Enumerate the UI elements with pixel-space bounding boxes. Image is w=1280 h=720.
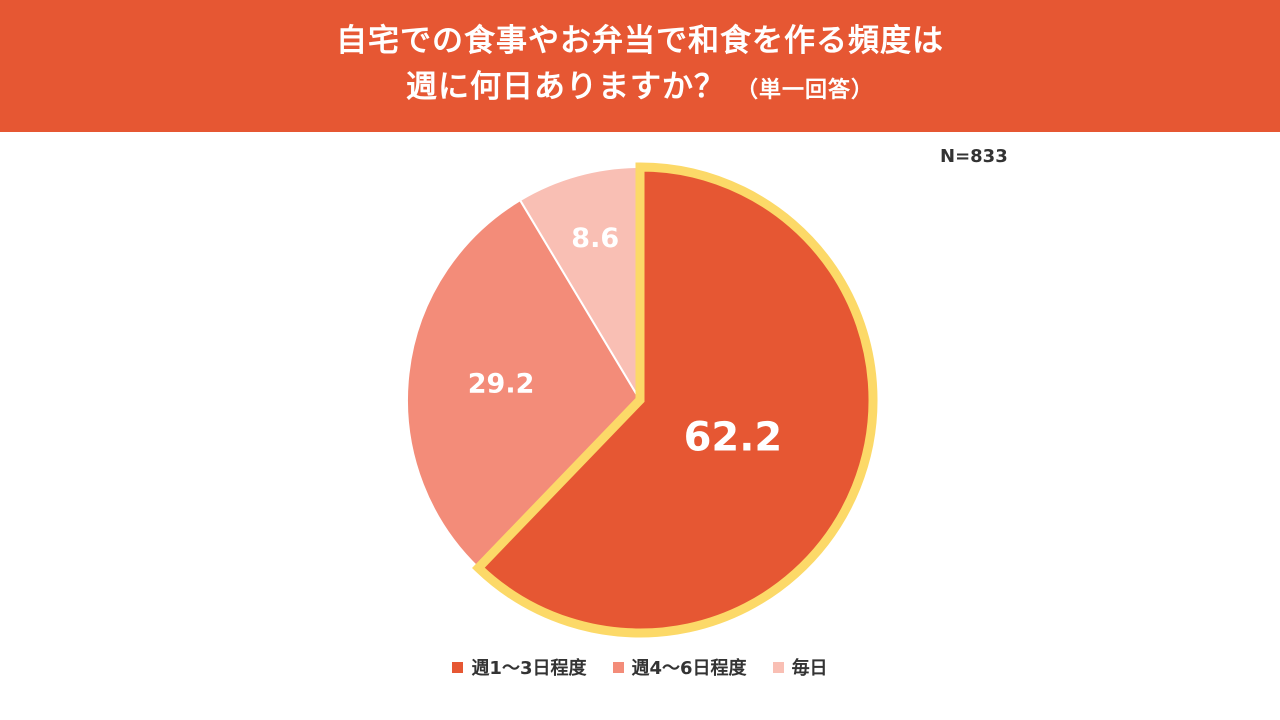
pie-chart: 62.2 29.2 8.6 — [406, 162, 878, 638]
legend-swatch-2 — [772, 661, 784, 673]
title-line-2: 週に何日ありますか？ （単一回答） — [406, 64, 874, 114]
slice-label-2: 8.6 — [571, 223, 619, 254]
slice-label-1: 29.2 — [468, 369, 535, 400]
legend-label-2: 毎日 — [791, 658, 828, 679]
pie-slice-1 — [406, 198, 642, 570]
slice-label-0: 62.2 — [684, 414, 783, 460]
legend: 週1～3日程度 週4～6日程度 毎日 — [0, 654, 1280, 680]
legend-swatch-0 — [452, 661, 464, 673]
title-banner: 自宅での食事やお弁当で和食を作る頻度は 週に何日ありますか？ （単一回答） — [0, 0, 1280, 132]
title-note: （単一回答） — [735, 78, 874, 103]
legend-item-2: 毎日 — [772, 654, 828, 680]
highlight-outline — [472, 162, 878, 638]
legend-swatch-1 — [612, 661, 624, 673]
title-line-1: 自宅での食事やお弁当で和食を作る頻度は — [336, 23, 944, 59]
legend-label-0: 週1～3日程度 — [471, 658, 587, 679]
sample-size-label: N=833 — [940, 146, 1008, 167]
legend-label-1: 週4～6日程度 — [631, 658, 747, 679]
legend-item-1: 週4～6日程度 — [612, 654, 747, 680]
legend-item-0: 週1～3日程度 — [452, 654, 587, 680]
title-question: 週に何日ありますか？ — [405, 69, 726, 105]
